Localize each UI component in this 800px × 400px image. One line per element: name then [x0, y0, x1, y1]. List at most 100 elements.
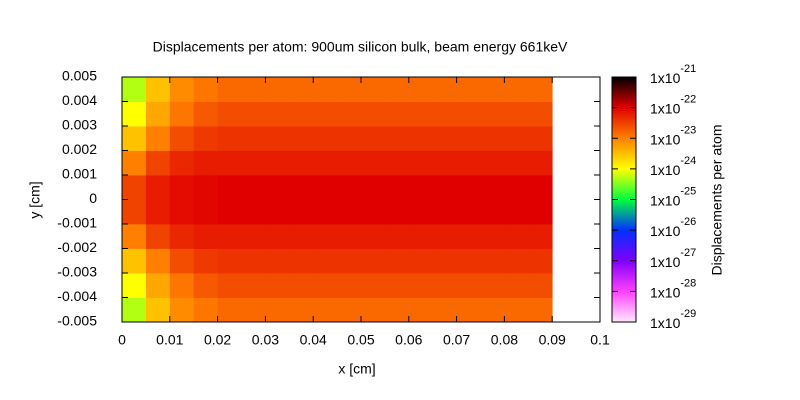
heatmap-cell: [504, 77, 529, 102]
heatmap-cell: [408, 248, 434, 274]
tick-label-base: 1x10: [650, 100, 681, 116]
heatmap-cell: [169, 248, 195, 274]
tick-label-exponent: -29: [680, 308, 696, 320]
heatmap-cell: [193, 101, 218, 127]
heatmap-cell: [504, 273, 529, 298]
heatmap-cell: [193, 273, 218, 298]
heatmap-cell: [265, 199, 290, 225]
heatmap-cell: [313, 273, 338, 298]
y-tick-label: 0.005: [62, 68, 97, 84]
heatmap-cell: [193, 77, 218, 102]
heatmap-cell: [337, 248, 362, 274]
colorbar-tick-label: 1x10-26: [650, 216, 696, 239]
heatmap-cell: [432, 175, 457, 200]
heatmap-cell: [456, 224, 481, 249]
colorbar-tick-label: 1x10-24: [650, 155, 696, 178]
y-tick-label: -0.002: [57, 239, 97, 255]
heatmap-cell: [217, 199, 242, 225]
heatmap-cell: [504, 175, 529, 200]
heatmap-cell: [337, 297, 362, 323]
heatmap-cell: [241, 101, 266, 127]
tick-label-exponent: -26: [680, 216, 696, 228]
heatmap-cell: [337, 101, 362, 127]
heatmap-cell: [361, 199, 386, 225]
heatmap-cell: [145, 77, 171, 102]
heatmap-cell: [313, 248, 338, 274]
x-tick-label: 0.09: [539, 332, 566, 348]
heatmap-cell: [456, 101, 481, 127]
colorbar-tick-label: 1x10-28: [650, 277, 696, 300]
heatmap-cell: [145, 101, 171, 127]
heatmap-cell: [193, 199, 218, 225]
heatmap-cell: [313, 126, 338, 151]
heatmap-cell: [145, 199, 171, 225]
tick-label-base: 1x10: [650, 131, 681, 147]
heatmap-cell: [289, 126, 314, 151]
heatmap-cell: [337, 150, 362, 176]
heatmap-cell: [217, 101, 242, 127]
tick-label-exponent: -24: [680, 155, 696, 167]
y-tick-label: -0.005: [57, 313, 97, 329]
heatmap-cell: [408, 77, 434, 102]
heatmap-cell: [480, 199, 505, 225]
heatmap-cell: [456, 199, 481, 225]
heatmap-cell: [432, 126, 457, 151]
heatmap-cell: [313, 150, 338, 176]
heatmap-cell: [361, 150, 386, 176]
heatmap-cell: [408, 150, 434, 176]
heatmap-cell: [504, 199, 529, 225]
heatmap-cell: [408, 297, 434, 323]
heatmap-cell: [169, 199, 195, 225]
x-tick-label: 0.06: [395, 332, 422, 348]
heatmap-cell: [504, 101, 529, 127]
x-tick-label: 0.07: [443, 332, 470, 348]
heatmap-cell: [122, 224, 147, 249]
heatmap-cell: [241, 77, 266, 102]
heatmap-cell: [193, 297, 218, 323]
heatmap-cell: [456, 126, 481, 151]
x-tick-label: 0.01: [156, 332, 183, 348]
tick-label-exponent: -23: [680, 124, 696, 136]
heatmap-cell: [289, 150, 314, 176]
heatmap-cell: [169, 101, 195, 127]
heatmap-cell: [241, 150, 266, 176]
heatmap-cell: [217, 224, 242, 249]
heatmap-cell: [361, 224, 386, 249]
heatmap-cell: [241, 224, 266, 249]
y-tick-label: -0.004: [57, 288, 97, 304]
heatmap-cell: [217, 150, 242, 176]
heatmap-cell: [217, 77, 242, 102]
heatmap-cell: [384, 101, 410, 127]
heatmap-cell: [265, 77, 290, 102]
heatmap-cell: [289, 224, 314, 249]
x-tick-label: 0.08: [491, 332, 518, 348]
heatmap-cell: [361, 297, 386, 323]
heatmap-cell: [408, 273, 434, 298]
heatmap-cell: [361, 175, 386, 200]
tick-label-exponent: -27: [680, 247, 696, 259]
heatmap-cell: [504, 150, 529, 176]
heatmap-cell: [384, 126, 410, 151]
heatmap-cell: [122, 150, 147, 176]
heatmap-cell: [480, 175, 505, 200]
heatmap-cell: [480, 224, 505, 249]
heatmap-cell: [337, 199, 362, 225]
heatmap-cell: [169, 175, 195, 200]
heatmap-cell: [528, 101, 553, 127]
heatmap-cell: [384, 297, 410, 323]
heatmap-cell: [145, 273, 171, 298]
heatmap-cell: [528, 175, 553, 200]
heatmap-cell: [265, 150, 290, 176]
x-tick-label: 0.02: [204, 332, 231, 348]
heatmap-cell: [122, 199, 147, 225]
heatmap-cell: [289, 297, 314, 323]
tick-label-exponent: -21: [680, 63, 696, 75]
heatmap-cell: [145, 126, 171, 151]
heatmap-cell: [337, 224, 362, 249]
heatmap-cell: [289, 273, 314, 298]
colorbar-label: Displacements per atom: [709, 125, 725, 276]
heatmap-cell: [169, 77, 195, 102]
heatmap-cell: [384, 77, 410, 102]
heatmap-cell: [122, 273, 147, 298]
heatmap-cell: [361, 77, 386, 102]
